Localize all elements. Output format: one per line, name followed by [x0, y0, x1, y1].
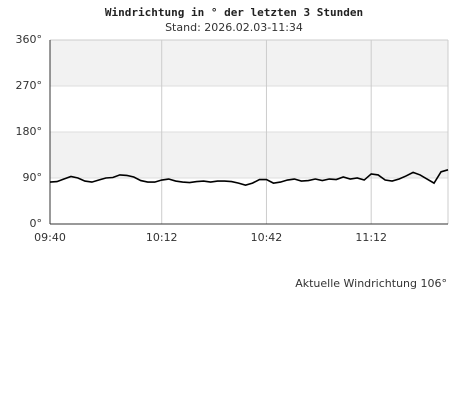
band	[50, 40, 448, 86]
y-tick-label: 0°	[30, 217, 43, 230]
x-tick-label: 09:40	[34, 231, 66, 244]
chart-subtitle: Stand: 2026.02.03-11:34	[165, 21, 303, 34]
chart-title: Windrichtung in ° der letzten 3 Stunden	[105, 6, 363, 19]
y-tick-label: 180°	[16, 125, 43, 138]
y-tick-label: 270°	[16, 79, 43, 92]
x-tick-label: 11:12	[355, 231, 387, 244]
x-tick-label: 10:12	[146, 231, 178, 244]
footer-text: Aktuelle Windrichtung 106°	[295, 277, 447, 290]
x-tick-label: 10:42	[251, 231, 283, 244]
y-tick-label: 90°	[23, 171, 43, 184]
band	[50, 132, 448, 178]
y-tick-label: 360°	[16, 33, 43, 46]
data-line	[49, 169, 449, 186]
